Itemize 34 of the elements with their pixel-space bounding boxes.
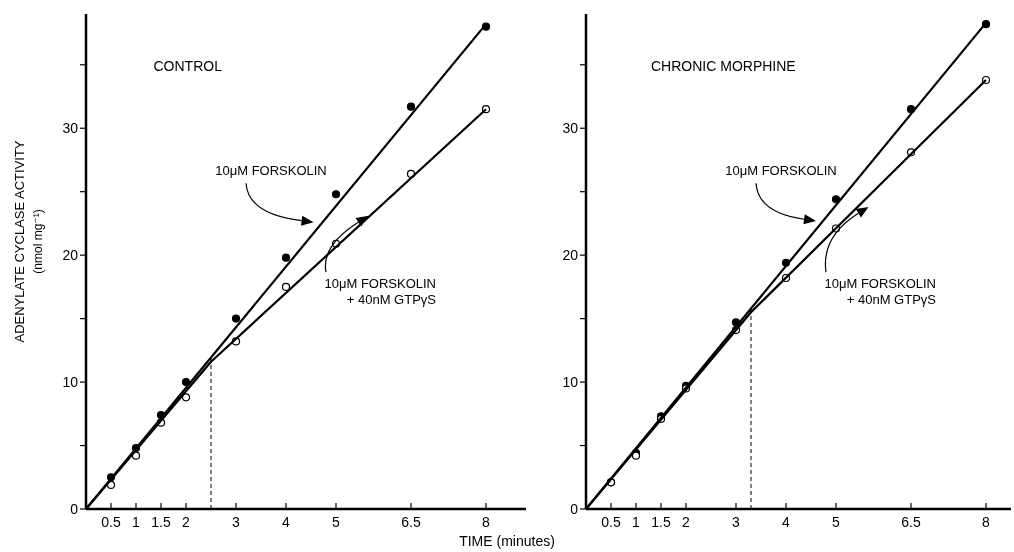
x-tick-label: 8 [982,514,991,530]
x-tick-label: 1 [132,514,141,530]
y-tick-label: 30 [62,120,79,137]
y-axis-title: ADENYLATE CYCLASE ACTIVITY (nmol mg⁻¹) [12,140,45,343]
x-tick-label: 0.5 [101,514,121,530]
x-tick-label: 5 [332,514,341,530]
x-tick-label: 2 [182,514,191,530]
y-tick-label: 10 [62,373,79,390]
x-tick-label: 1.5 [651,514,671,530]
x-axis-title: TIME (minutes) [459,533,555,549]
text: 10μM FORSKOLIN + 40nM GTPγS [824,276,937,308]
x-tick-label: 8 [482,514,491,530]
x-tick-label: 2 [682,514,691,530]
y-tick-label: 20 [562,247,579,264]
y-tick-label: 0 [570,500,579,517]
x-tick-label: 3 [732,514,741,530]
y-tick-label: 10 [562,373,579,390]
x-tick-label: 4 [282,514,291,530]
text: CHRONIC MORPHINE [651,58,796,75]
x-tick-label: 4 [782,514,791,530]
y-tick-label: 20 [62,247,79,264]
series-label: 10μM FORSKOLIN [215,163,327,179]
y-tick-label: 0 [70,500,79,517]
x-tick-label: 6.5 [401,514,421,530]
x-tick-label: 5 [832,514,841,530]
x-tick-label: 1 [632,514,641,530]
text: CONTROL [153,58,223,75]
series-label: 10μM FORSKOLIN [725,163,837,179]
x-tick-label: 6.5 [901,514,921,530]
y-tick-label: 30 [562,120,579,137]
x-tick-label: 3 [232,514,241,530]
text: 10μM FORSKOLIN + 40nM GTPγS [324,276,437,308]
x-tick-label: 0.5 [601,514,621,530]
x-tick-label: 1.5 [151,514,171,530]
